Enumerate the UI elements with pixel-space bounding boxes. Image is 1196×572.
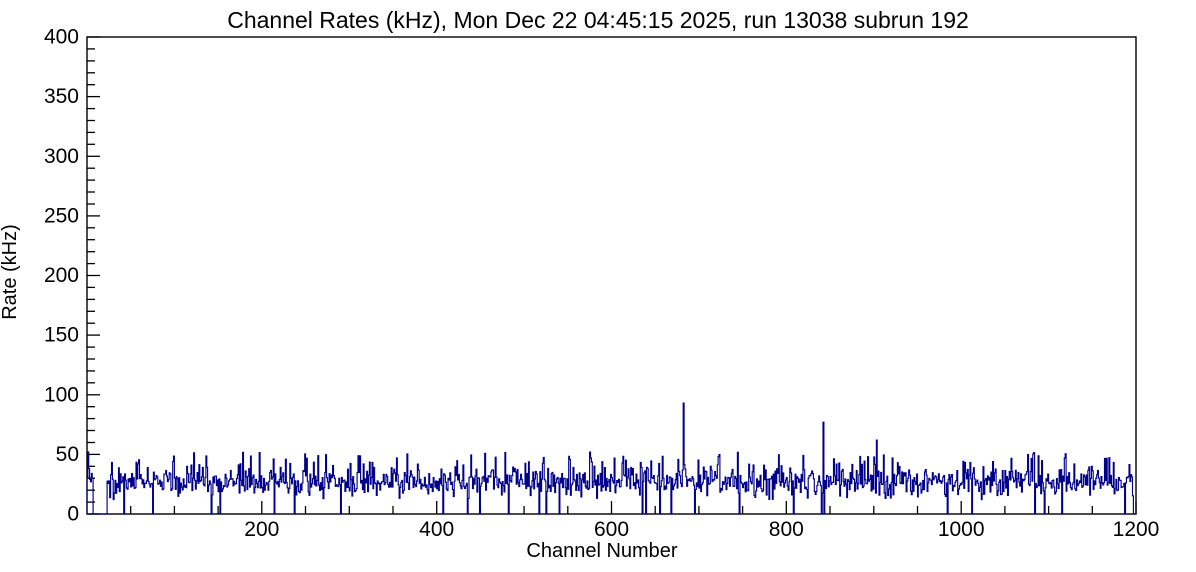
y-axis-ticks: [87, 36, 100, 515]
tick-label: 400: [419, 518, 454, 541]
tick-label: 400: [44, 26, 79, 49]
y-axis-tick-labels: 0 50 100 150 200 250 300 350 400: [44, 26, 79, 526]
tick-label: 0: [67, 503, 79, 526]
y-axis-label: Rate (kHz): [0, 224, 21, 320]
x-axis-label: Channel Number: [526, 540, 678, 562]
histogram-line: [86, 402, 1136, 515]
tick-label: 600: [594, 518, 629, 541]
tick-label: 250: [44, 204, 79, 227]
tick-label: 200: [244, 518, 279, 541]
tick-label: 350: [44, 85, 79, 108]
tick-label: 150: [44, 324, 79, 347]
tick-label: 1000: [938, 518, 985, 541]
tick-label: 800: [769, 518, 804, 541]
chart-title: Channel Rates (kHz), Mon Dec 22 04:45:15…: [227, 7, 969, 33]
plot-frame: [86, 36, 1137, 515]
tick-label: 50: [56, 443, 79, 466]
tick-label: 100: [44, 383, 79, 406]
x-axis-ticks: [130, 501, 1137, 514]
tick-label: 1200: [1113, 518, 1160, 541]
tick-label: 200: [44, 264, 79, 287]
tick-label: 300: [44, 145, 79, 168]
x-axis-tick-labels: 200 400 600 800 1000 1200: [244, 518, 1159, 541]
